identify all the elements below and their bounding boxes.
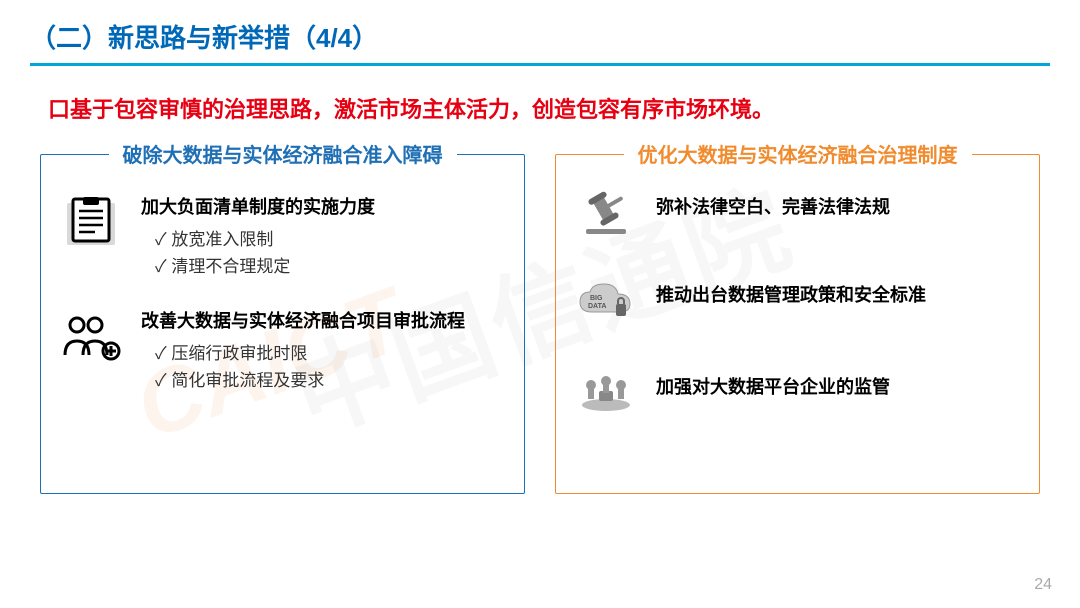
page-number: 24 [1034,576,1052,594]
svg-text:BIG: BIG [590,295,603,302]
big-data-cloud-icon: BIG DATA [574,275,638,331]
right-item-1-title: 推动出台数据管理政策和安全标准 [656,283,1021,308]
left-item-1: 改善大数据与实体经济融合项目审批流程 压缩行政审批时限 简化审批流程及要求 [59,309,506,395]
left-item-1-body: 改善大数据与实体经济融合项目审批流程 压缩行政审批时限 简化审批流程及要求 [141,309,506,395]
left-item-0-body: 加大负面清单制度的实施力度 放宽准入限制 清理不合理规定 [141,195,506,281]
left-item-0-title: 加大负面清单制度的实施力度 [141,195,506,220]
right-frame: 优化大数据与实体经济融合治理制度 [555,154,1040,494]
left-item-1-title: 改善大数据与实体经济融合项目审批流程 [141,309,506,334]
right-item-0-body: 弥补法律空白、完善法律法规 [656,185,1021,226]
left-item-0-bullet-0: 放宽准入限制 [141,226,506,253]
left-column: 破除大数据与实体经济融合准入障碍 [40,154,525,494]
people-add-icon [59,309,123,365]
right-item-0: 弥补法律空白、完善法律法规 [574,185,1021,241]
subtitle: 口基于包容审慎的治理思路，激活市场主体活力，创造包容有序市场环境。 [48,92,1050,124]
page-title: （二）新思路与新举措（4/4） [30,18,1050,55]
left-item-1-bullet-1: 简化审批流程及要求 [141,367,506,394]
left-frame: 破除大数据与实体经济融合准入障碍 [40,154,525,494]
left-item-0-bullet-1: 清理不合理规定 [141,253,506,280]
right-item-2-body: 加强对大数据平台企业的监管 [656,365,1021,406]
right-item-1-body: 推动出台数据管理政策和安全标准 [656,275,1021,314]
title-underline [30,63,1050,66]
left-legend: 破除大数据与实体经济融合准入障碍 [109,139,457,168]
svg-text:DATA: DATA [588,303,606,310]
platform-oversight-icon [574,365,638,421]
right-item-1: BIG DATA 推动出台数据管理政策和安全标准 [574,275,1021,331]
slide-container: （二）新思路与新举措（4/4） 口基于包容审慎的治理思路，激活市场主体活力，创造… [0,0,1080,608]
columns: 破除大数据与实体经济融合准入障碍 [30,154,1050,494]
right-column: 优化大数据与实体经济融合治理制度 [555,154,1040,494]
right-legend: 优化大数据与实体经济融合治理制度 [624,139,972,168]
gavel-icon [574,185,638,241]
right-item-2: 加强对大数据平台企业的监管 [574,365,1021,421]
left-item-0: 加大负面清单制度的实施力度 放宽准入限制 清理不合理规定 [59,195,506,281]
clipboard-icon [59,195,123,251]
right-item-0-title: 弥补法律空白、完善法律法规 [656,195,1021,220]
title-bar: （二）新思路与新举措（4/4） [30,18,1050,66]
right-item-2-title: 加强对大数据平台企业的监管 [656,375,1021,400]
left-item-1-bullet-0: 压缩行政审批时限 [141,340,506,367]
